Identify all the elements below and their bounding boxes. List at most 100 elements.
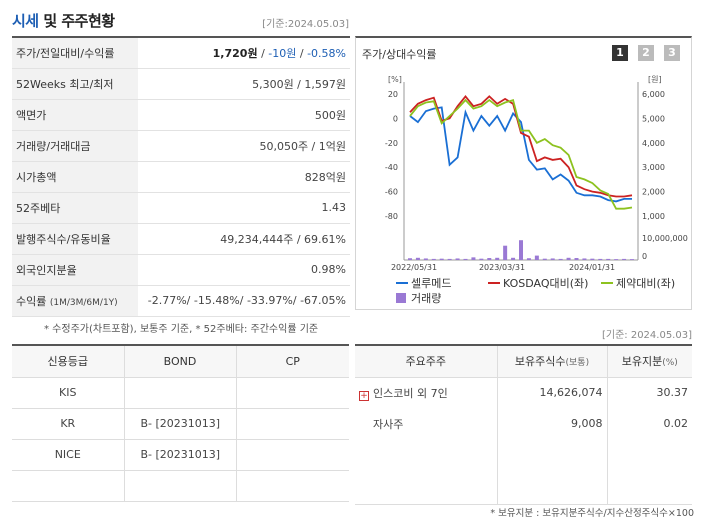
stats-label: 주가/전일대비/수익률 [12,37,138,69]
shares-header: 보유주식수 [514,355,566,369]
holder-pct: 30.37 [606,377,692,408]
volume-bar [471,257,476,260]
stats-value: 50,050주 / 1억원 [138,130,350,162]
chart-title: 주가/상대수익률 [362,48,437,61]
sep: / [296,46,308,60]
credit-header-row: 신용등급 BOND CP [12,345,349,378]
cp-rating [235,439,349,471]
stats-row: 시가총액 828억원 [12,161,350,193]
price-value: 1,720원 [212,46,258,60]
legend-label: KOSDAQ대비(좌) [503,277,588,290]
pct-header-sub: (%) [662,358,678,369]
volume-bar [622,258,627,260]
x-tick-label: 2022/05/31 [391,263,437,272]
volume-bar [503,245,508,260]
volume-bar [463,258,468,260]
stats-label: 외국인지분율 [12,254,138,286]
left-tick-label: 0 [393,114,398,123]
expand-plus-icon[interactable]: + [359,390,369,401]
volume-bar [550,258,555,260]
base-date: [기준:2024.05.03] [262,19,349,30]
sep: / [257,46,269,60]
stats-row: 액면가 500원 [12,99,350,131]
holders-header-row: 주요주주 보유주식수(보통) 보유지분(%) [355,345,692,378]
cp-rating [235,408,349,440]
footnote-holders: * 보유지분 : 보유지분주식수/지수산정주식수×100 [490,508,694,519]
holders-header: 주요주주 [355,345,497,378]
base-date-2: [기준: 2024.05.03] [601,330,692,341]
shareholders-table: 주요주주 보유주식수(보통) 보유지분(%) + 인스코비 외 7인 14,626… [355,344,692,505]
volume-bar [558,258,563,260]
legend-swatch [396,293,406,303]
empty-cell [496,439,607,505]
right-axis-unit: [원] [648,75,662,84]
table-row: KIS [12,377,349,409]
agency: NICE [12,439,124,471]
volume-tick-label: 10,000,000 [642,234,688,243]
x-tick-label: 2023/03/31 [479,263,525,272]
table-row-empty [355,439,692,505]
volume-bar [479,258,484,260]
left-tick-label: -80 [385,212,398,221]
volume-bar [511,257,516,260]
holder-name-cell: + 인스코비 외 7인 [355,377,497,408]
stats-value: 0.98% [138,254,350,286]
credit-rating-table: 신용등급 BOND CP KIS KR B- [20231013] NICE B- … [12,344,349,502]
right-tick-label: 4,000 [642,139,665,148]
cp-rating [235,377,349,409]
table-row: + 인스코비 외 7인 14,626,074 30.37 [355,377,692,408]
volume-bar [519,240,523,260]
stats-value: 1,720원 / -10원 / -0.58% [138,37,350,69]
left-tick-label: -20 [385,139,398,148]
chart-page-3-button[interactable]: 3 [664,45,680,61]
credit-header: BOND [123,345,236,378]
volume-bar [582,258,587,260]
agency: KIS [12,377,124,409]
volume-bar [526,258,531,260]
empty-cell [12,470,124,502]
table-row: NICE B- [20231013] [12,439,349,471]
stats-row: 52주베타 1.43 [12,192,350,224]
volume-bar [439,258,444,260]
holder-name: 자사주 [373,417,404,431]
section-title: 시세 및 주주현황 [12,10,115,31]
stats-row: 발행주식수/유동비율 49,234,444주 / 69.61% [12,223,350,255]
volume-bar [487,258,492,260]
volume-bar [431,258,436,260]
chart-page-1-button[interactable]: 1 [612,45,628,61]
right-tick-label: 6,000 [642,90,665,99]
stats-value: 49,234,444주 / 69.61% [138,223,350,255]
holder-shares: 9,008 [496,408,607,439]
stats-value: 828억원 [138,161,350,193]
stats-row: 거래량/거래대금 50,050주 / 1억원 [12,130,350,162]
price-chart: [%] [원] 20 0 -20 -40 -60 -80 6,000 5,000 4,000 3,00… [385,75,688,305]
holders-header: 보유지분(%) [606,345,692,378]
stats-label: 52주베타 [12,192,138,224]
empty-cell [606,439,692,505]
returns-label: 수익률 [16,294,47,308]
title-part1: 시세 [12,12,39,30]
x-tick-label: 2024/01/31 [569,263,615,272]
volume-bar [447,258,452,260]
legend-label: 셀루메드 [411,277,451,290]
left-axis-unit: [%] [388,75,402,84]
footnote-stats: * 수정주가(차트포함), 보통주 기준, * 52주베타: 주간수익률 기준 [44,324,319,335]
stats-table: 주가/전일대비/수익률 1,720원 / -10원 / -0.58% 52Wee… [12,36,350,317]
stats-value: 5,300원 / 1,597원 [138,68,350,100]
credit-header: CP [235,345,349,378]
volume-bar [415,257,420,260]
volume-bar [606,258,611,260]
right-tick-label: 2,000 [642,188,665,197]
series-line [409,94,633,198]
left-tick-label: -60 [385,188,398,197]
empty-cell [123,470,236,502]
return-value: -0.58% [307,46,346,60]
shares-header-sub: (보통) [565,358,590,369]
right-tick-label: 3,000 [642,163,665,172]
stats-row: 52Weeks 최고/최저 5,300원 / 1,597원 [12,68,350,100]
title-part2: 및 주주현황 [38,12,115,30]
volume-bar [423,258,428,260]
bond-rating: B- [20231013] [123,439,236,471]
chart-page-2-button[interactable]: 2 [638,45,654,61]
stats-label: 52Weeks 최고/최저 [12,68,138,100]
